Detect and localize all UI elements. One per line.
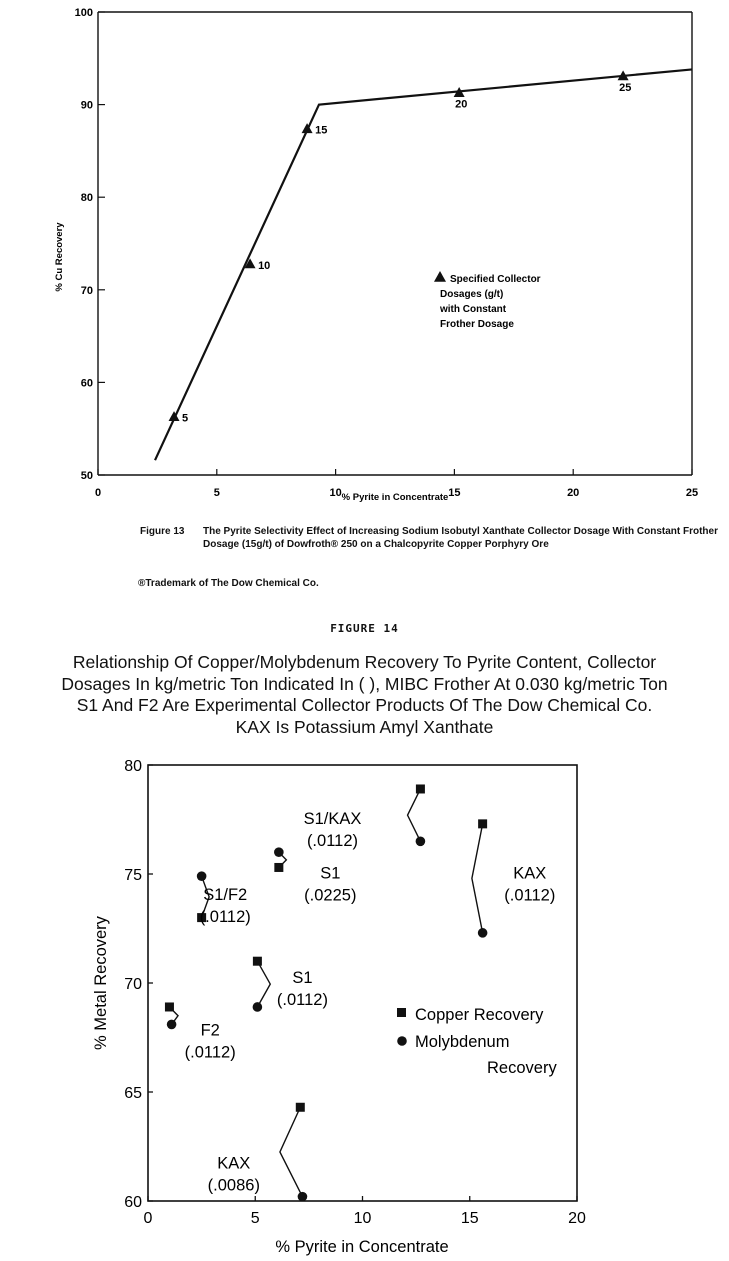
molybdenum-recovery-marker: [274, 847, 284, 857]
legend-copper-icon: [397, 1008, 406, 1017]
copper-recovery-marker: [197, 913, 207, 923]
collector-annotation: (.0112): [277, 991, 328, 1009]
x-axis-title: % Pyrite in Concentrate: [342, 492, 449, 503]
molybdenum-recovery-marker: [477, 928, 488, 938]
collector-annotation: F2: [201, 1021, 220, 1039]
collector-annotation: (.0112): [185, 1043, 236, 1061]
dosage-point-triangle: [617, 70, 629, 81]
x-tick-label: 25: [686, 487, 698, 499]
figure-14-title-line: S1 And F2 Are Experimental Collector Pro…: [76, 695, 653, 715]
legend-line: Dosages (g/t): [440, 289, 503, 300]
collector-annotation: (.0086): [208, 1176, 260, 1194]
collector-annotation: (.0112): [307, 832, 358, 850]
y-axis-title: % Cu Recovery: [54, 222, 65, 292]
figure-14-title: Relationship Of Copper/Molybdenum Recove…: [0, 652, 729, 738]
y-tick-label: 75: [124, 867, 142, 884]
copper-recovery-marker: [274, 862, 284, 872]
y-tick-label: 80: [124, 758, 142, 775]
legend-molybdenum-label: Recovery: [487, 1059, 557, 1077]
x-tick-label: 15: [448, 487, 460, 499]
molybdenum-recovery-marker: [415, 836, 426, 847]
collector-annotation: (.0112): [200, 908, 251, 926]
pair-connector: [406, 788, 422, 842]
dosage-point-label: 10: [258, 260, 270, 272]
pair-connector: [256, 960, 272, 1008]
x-tick-label: 0: [144, 1210, 153, 1227]
molybdenum-recovery-marker: [297, 1191, 308, 1202]
figure-13-caption-text: The Pyrite Selectivity Effect of Increas…: [203, 526, 718, 550]
copper-recovery-marker: [295, 1102, 305, 1112]
dosage-point-label: 20: [455, 99, 467, 111]
y-tick-label: 60: [81, 377, 93, 389]
collector-annotation: (.0225): [304, 886, 356, 904]
pair-connector: [279, 1106, 304, 1197]
y-tick-label: 70: [124, 976, 142, 993]
legend-triangle-icon: [434, 271, 446, 282]
y-tick-label: 50: [81, 470, 93, 482]
dosage-point-triangle: [301, 123, 313, 134]
y-tick-label: 90: [81, 100, 93, 112]
collector-annotation: S1/F2: [203, 886, 247, 904]
legend-line: with Constant: [439, 304, 507, 315]
cu-recovery-chart: 0 5 10 15 20 25 50 60 70 80 90 100 % Pyrite in Conce…: [54, 7, 698, 503]
x-axis-title: % Pyrite in Concentrate: [275, 1238, 448, 1256]
x-tick-label: 20: [568, 1210, 586, 1227]
figure-14-title-line: Relationship Of Copper/Molybdenum Recove…: [72, 652, 657, 672]
x-tick-label: 10: [329, 487, 341, 499]
y-tick-label: 60: [124, 1194, 142, 1211]
dosage-point-triangle: [168, 411, 180, 422]
x-tick-label: 20: [567, 487, 579, 499]
x-tick-label: 15: [461, 1210, 479, 1227]
figure-13-caption-label: Figure 13: [140, 526, 185, 537]
dosage-point-label: 5: [182, 413, 188, 425]
plot-area-border: [147, 764, 578, 1202]
legend-line: Specified Collector: [450, 274, 541, 285]
copper-recovery-marker: [164, 1002, 174, 1012]
dosage-point-triangle: [453, 87, 465, 97]
copper-recovery-marker: [415, 784, 425, 794]
figure-14-title-line: Dosages In kg/metric Ton Indicated In ( …: [61, 673, 668, 694]
copper-recovery-marker: [252, 956, 262, 966]
molybdenum-recovery-marker: [252, 1002, 263, 1012]
y-tick-label: 70: [81, 285, 93, 297]
collector-annotation: KAX: [513, 864, 546, 882]
collector-annotation: S1: [292, 969, 312, 987]
y-tick-label: 100: [75, 7, 93, 19]
pair-connector: [200, 875, 210, 918]
molybdenum-recovery-marker: [196, 871, 207, 881]
collector-annotation: KAX: [217, 1154, 250, 1172]
dosage-point-triangle: [244, 258, 256, 269]
legend-molybdenum-label: Molybdenum: [415, 1033, 509, 1051]
pair-connector: [471, 823, 484, 933]
copper-recovery-marker: [478, 819, 488, 829]
collector-annotation: S1: [320, 864, 340, 882]
x-tick-label: 5: [214, 487, 220, 499]
x-tick-label: 5: [251, 1210, 260, 1227]
dosage-point-label: 15: [315, 125, 327, 137]
legend-line: Frother Dosage: [440, 319, 514, 330]
x-tick-label: 0: [95, 487, 101, 499]
molybdenum-recovery-marker: [166, 1019, 177, 1030]
metal-recovery-chart: 0 5 10 15 20 60 65 70 75 80 % Pyrite in Concentrat…: [92, 758, 586, 1256]
figure-14-label: FIGURE 14: [330, 622, 399, 635]
collector-annotation: (.0112): [504, 886, 555, 904]
y-axis-title: % Metal Recovery: [92, 915, 110, 1050]
trademark-note: ®Trademark of The Dow Chemical Co.: [138, 578, 319, 589]
y-tick-label: 65: [124, 1085, 142, 1102]
x-tick-label: 10: [354, 1210, 372, 1227]
recovery-curve: [154, 68, 693, 461]
collector-annotation: S1/KAX: [304, 810, 362, 828]
legend-molybdenum-icon: [397, 1036, 407, 1046]
legend-copper-label: Copper Recovery: [415, 1006, 544, 1024]
y-tick-label: 80: [81, 192, 93, 204]
dosage-point-label: 25: [619, 82, 631, 94]
figure-14-title-line: KAX Is Potassium Amyl Xanthate: [235, 716, 494, 737]
